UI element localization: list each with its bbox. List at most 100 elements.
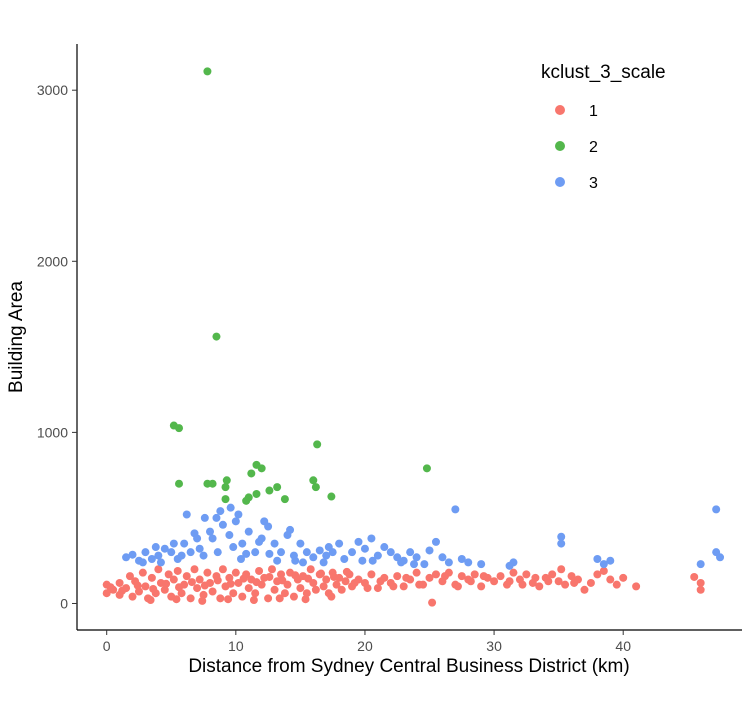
data-point [106,583,115,592]
data-point [280,589,289,598]
x-tick-label: 10 [228,638,244,654]
data-point [567,572,576,581]
data-point [218,520,227,529]
data-point [115,578,124,587]
data-point [182,510,191,519]
data-point [195,544,204,553]
y-tick-label: 1000 [37,424,68,440]
data-point [289,592,298,601]
data-point [342,567,351,576]
data-point [151,543,160,552]
data-point [182,572,191,581]
data-point [358,556,367,565]
data-point [531,573,540,582]
data-point [175,479,184,488]
data-point [431,537,440,546]
data-point [319,582,328,591]
data-point [612,580,621,589]
data-point [696,585,705,594]
data-point [302,589,311,598]
x-tick-label: 40 [615,638,631,654]
data-point [167,548,176,557]
data-point [265,486,274,495]
data-point [275,594,284,603]
data-point [236,555,245,563]
data-point [311,585,320,594]
data-point [296,584,305,593]
data-point [252,578,261,587]
data-point [231,517,240,526]
data-point [457,555,466,563]
data-point [251,548,260,557]
data-point [213,576,222,585]
legend-label-1: 1 [589,103,598,120]
data-point [453,582,462,591]
data-point [212,513,221,522]
data-point [224,595,233,604]
data-point [133,581,142,590]
data-point [206,527,214,536]
data-point [177,589,186,598]
data-point [696,560,705,569]
data-point [593,555,602,563]
data-point [557,532,566,541]
data-point [399,582,408,591]
data-point [229,543,238,552]
data-point [208,587,217,596]
data-point [716,553,725,562]
data-point [363,584,372,593]
x-tick-label: 20 [357,638,373,654]
data-point [278,576,287,585]
data-point [247,469,256,478]
data-point [599,566,608,575]
data-point [213,548,222,557]
data-point [203,67,212,76]
data-point [242,549,251,558]
data-point [244,584,253,593]
data-point [341,577,350,586]
data-point [203,568,212,577]
data-point [350,578,359,587]
data-point [128,592,137,601]
data-point [177,551,186,560]
data-point [147,555,156,563]
data-point [367,534,376,543]
data-point [412,568,421,577]
data-point [252,489,261,498]
data-point [162,579,171,588]
data-point [441,572,450,581]
data-point [690,572,699,581]
data-point [557,565,566,574]
data-point [270,585,279,594]
data-point [280,495,289,504]
legend-key-2 [555,141,565,151]
data-point [141,582,150,591]
data-point [322,551,331,560]
data-point [619,573,628,582]
data-point [198,596,207,605]
legend-label-2: 2 [589,139,598,156]
data-point [477,560,486,569]
data-point [340,555,349,563]
data-point [238,592,247,601]
data-point [319,558,328,567]
data-point [199,590,208,599]
data-point [216,594,225,603]
data-point [154,565,163,574]
legend: kclust_3_scale 1 2 3 [541,62,666,192]
data-point [286,525,295,534]
data-point [265,572,274,581]
data-point [257,464,266,473]
data-point [329,572,338,581]
data-point [187,578,196,587]
data-point [147,573,156,582]
data-point [376,577,385,586]
data-point [226,503,235,512]
data-point [249,596,258,605]
data-point [251,589,260,598]
data-point [291,556,300,565]
data-point [239,574,248,583]
data-point [154,551,163,560]
data-point [309,553,318,562]
data-point [457,572,466,581]
